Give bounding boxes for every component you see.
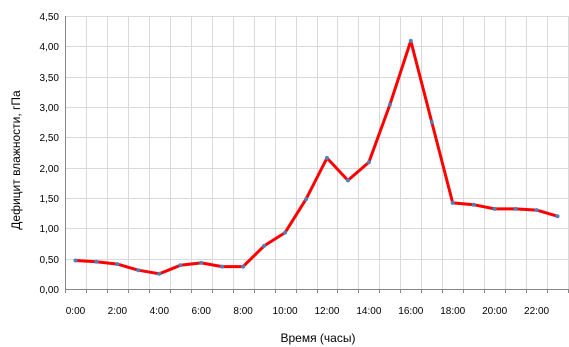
x-tick-label: 0:00 [66, 306, 86, 317]
series-line [74, 39, 559, 276]
x-tick-label: 4:00 [150, 306, 170, 317]
x-tick-label: 8:00 [233, 306, 253, 317]
data-point [241, 264, 246, 269]
data-point [94, 259, 99, 264]
x-tick-label: 12:00 [314, 306, 339, 317]
data-point [262, 243, 267, 248]
y-tick-label: 0,50 [40, 255, 60, 266]
data-point [555, 214, 560, 219]
y-tick-label: 2,00 [40, 164, 60, 175]
y-tick-label: 0,00 [40, 285, 60, 296]
data-point [387, 102, 392, 107]
grid-layer [65, 16, 569, 289]
data-point [157, 271, 162, 276]
x-tick-label: 18:00 [440, 306, 465, 317]
axis-layer [65, 16, 569, 293]
x-axis-title: Время (часы) [281, 331, 356, 345]
data-point [199, 260, 204, 265]
data-point [492, 206, 497, 211]
x-tick-label: 14:00 [356, 306, 381, 317]
x-tick-label: 20:00 [482, 306, 507, 317]
x-tick-label: 16:00 [398, 306, 423, 317]
data-point [136, 268, 141, 273]
y-tick-label: 1,00 [40, 224, 60, 235]
data-point [513, 206, 518, 211]
data-point [220, 264, 225, 269]
data-point [178, 263, 183, 268]
label-layer: 0,00 0,50 1,00 1,50 2,00 2,50 3,00 3,50 4,00 4,50… [40, 12, 550, 317]
data-point [325, 156, 329, 160]
data-point [115, 262, 120, 267]
data-point [345, 178, 350, 183]
y-tick-label: 2,50 [40, 133, 60, 144]
data-point [408, 38, 413, 43]
y-axis-title: Дефицит влажности, гПа [9, 90, 23, 230]
data-point [471, 202, 476, 207]
data-point [366, 160, 371, 165]
data-point [304, 197, 308, 202]
data-point [450, 200, 455, 205]
x-tick-label: 22:00 [524, 306, 549, 317]
data-point [429, 120, 434, 125]
x-tick-label: 2:00 [108, 306, 128, 317]
data-point [534, 208, 539, 213]
data-point [283, 230, 288, 235]
data-point [73, 258, 78, 263]
y-tick-label: 3,00 [40, 103, 60, 114]
x-tick-label: 10:00 [273, 306, 298, 317]
series-layer [73, 38, 560, 276]
y-tick-label: 4,50 [40, 12, 60, 23]
y-tick-label: 3,50 [40, 73, 60, 84]
x-tick-label: 6:00 [191, 306, 211, 317]
y-tick-label: 1,50 [40, 194, 60, 205]
y-tick-label: 4,00 [40, 42, 60, 53]
